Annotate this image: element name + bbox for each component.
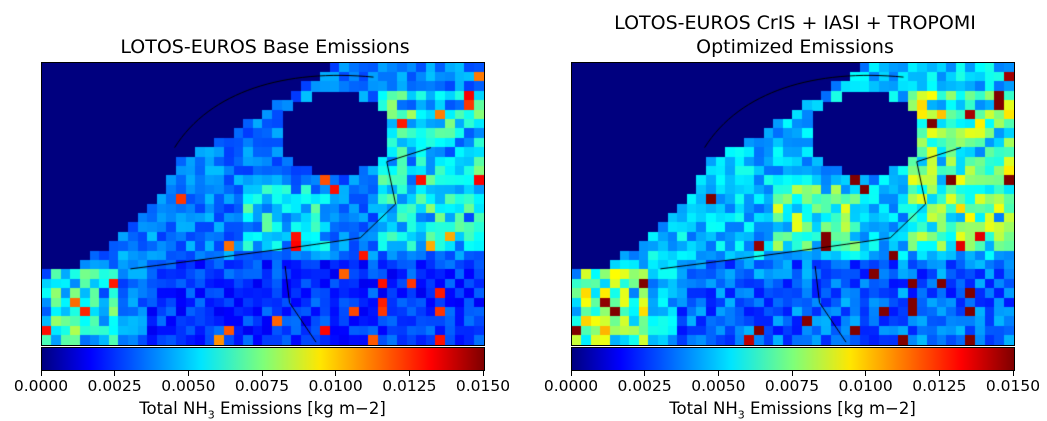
colorbar-tick-label: 0.0000 — [543, 377, 599, 395]
colorbar-tick — [482, 371, 484, 376]
colorbar-tick-label: 0.0050 — [691, 377, 746, 395]
colorbar-tick — [335, 371, 337, 376]
colorbar-tick — [261, 371, 263, 376]
colorbar-tick-label: 0.0075 — [234, 377, 290, 395]
colorbar-tick — [717, 371, 719, 376]
colorbar-tick — [40, 371, 42, 376]
colorbar-tick-label: 0.0050 — [161, 377, 216, 395]
colorbar — [41, 347, 485, 371]
colorbar-label: Total NH3 Emissions [kg m−2] — [669, 399, 916, 421]
colorbar-tick — [114, 371, 116, 376]
colorbar-tick-label: 0.0125 — [382, 377, 437, 395]
colorbar-tick — [938, 371, 940, 376]
colorbar-tick-label: 0.0150 — [985, 377, 1041, 395]
colorbar-tick — [1012, 371, 1014, 376]
emissions-heatmap — [572, 63, 1014, 345]
emissions-map-optimized — [571, 62, 1015, 346]
colorbar-tick — [408, 371, 410, 376]
panel-title-line-1: LOTOS-EUROS CrIS + IASI + TROPOMI — [614, 12, 976, 34]
colorbar-tick-label: 0.0025 — [617, 377, 672, 395]
colorbar-tick-label: 0.0100 — [308, 377, 363, 395]
colorbar — [571, 347, 1015, 371]
colorbar-tick-label: 0.0075 — [764, 377, 820, 395]
colorbar-tick — [187, 371, 189, 376]
colorbar-tick — [865, 371, 867, 376]
colorbar-tick — [791, 371, 793, 376]
colorbar-tick-label: 0.0100 — [838, 377, 893, 395]
colorbar-tick — [644, 371, 646, 376]
colorbar-label: Total NH3 Emissions [kg m−2] — [139, 399, 386, 421]
colorbar-tick — [570, 371, 572, 376]
map-panel-optimized: LOTOS-EUROS CrIS + IASI + TROPOMI Optimi… — [540, 0, 1040, 421]
panel-title-line-2: Optimized Emissions — [696, 36, 894, 58]
colorbar-tick-label: 0.0025 — [87, 377, 142, 395]
map-panel-base: LOTOS-EUROS Base Emissions 0.0000 0.0025 0… — [10, 0, 510, 421]
emissions-map-base — [41, 62, 485, 346]
colorbar-tick-label: 0.0000 — [13, 377, 69, 395]
panel-title: LOTOS-EUROS Base Emissions — [120, 36, 410, 58]
colorbar-tick-label: 0.0125 — [912, 377, 967, 395]
colorbar-tick-label: 0.0150 — [455, 377, 511, 395]
emissions-heatmap — [42, 63, 484, 345]
